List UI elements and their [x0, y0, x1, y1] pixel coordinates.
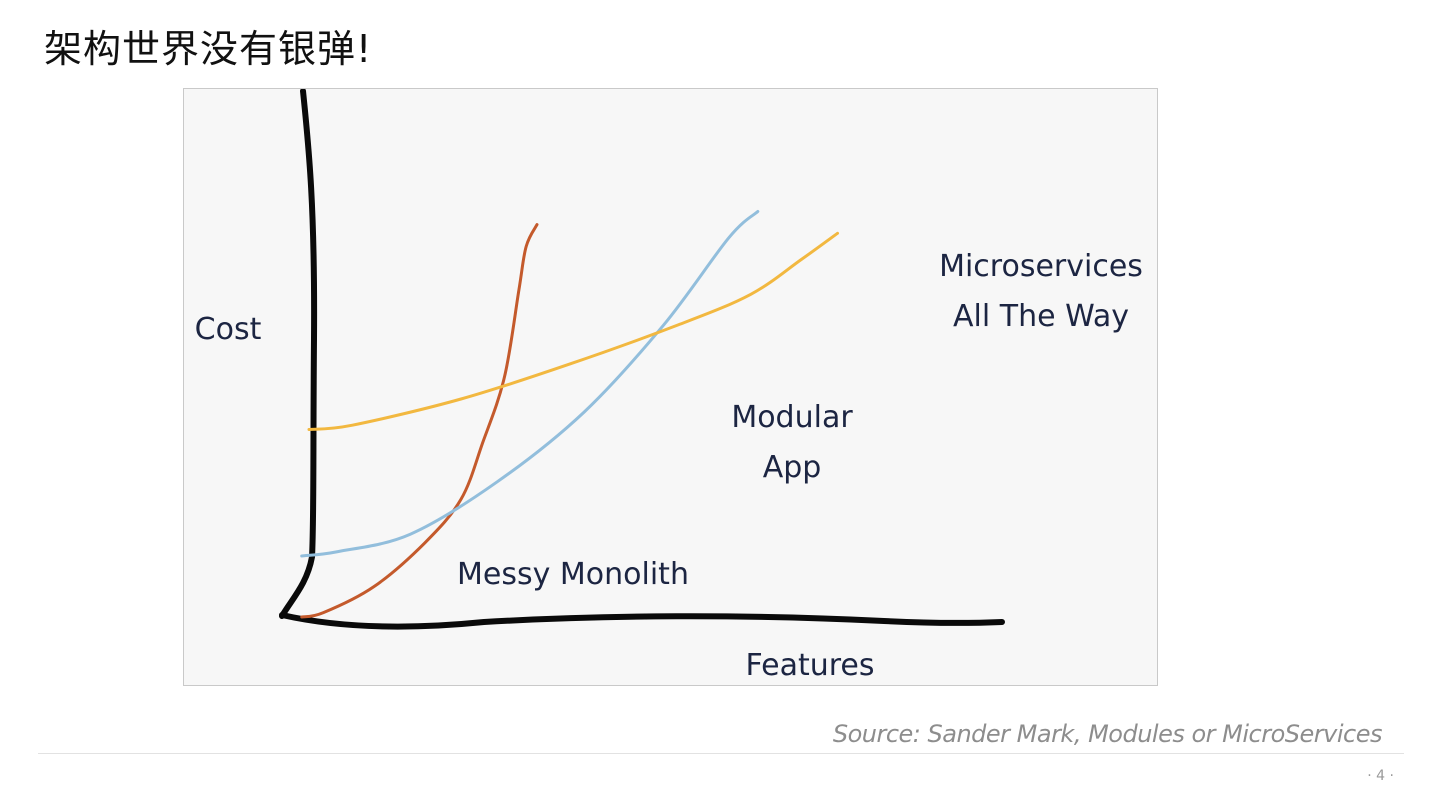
series-label-modular-app-1: Modular [731, 400, 853, 435]
page-number: · 4 · [1367, 768, 1394, 784]
x-axis-line [279, 612, 1005, 630]
series-line-microservices [307, 231, 839, 431]
axes [279, 89, 1005, 630]
series-label-messy-monolith-1: Messy Monolith [457, 557, 689, 592]
y-axis-label: Cost [195, 312, 262, 347]
chart-labels: Cost Features Messy Monolith Modular App Micr… [195, 249, 1143, 683]
x-axis-label: Features [746, 648, 875, 683]
series-label-microservices-1: Microservices [939, 249, 1143, 284]
slide-title: 架构世界没有银弹! [44, 27, 373, 71]
series-line-modular-app [300, 210, 760, 558]
series-line-messy-monolith [300, 223, 539, 619]
footer-divider [38, 753, 1404, 754]
series-label-microservices-2: All The Way [953, 299, 1129, 334]
series-label-modular-app-2: App [763, 450, 822, 485]
chart-panel: Cost Features Messy Monolith Modular App Micr… [183, 88, 1158, 686]
cost-vs-features-chart: Cost Features Messy Monolith Modular App Micr… [195, 89, 1143, 683]
source-citation: Source: Sander Mark, Modules or MicroSer… [832, 720, 1383, 748]
y-axis-line [279, 89, 318, 619]
series-lines [300, 210, 839, 619]
